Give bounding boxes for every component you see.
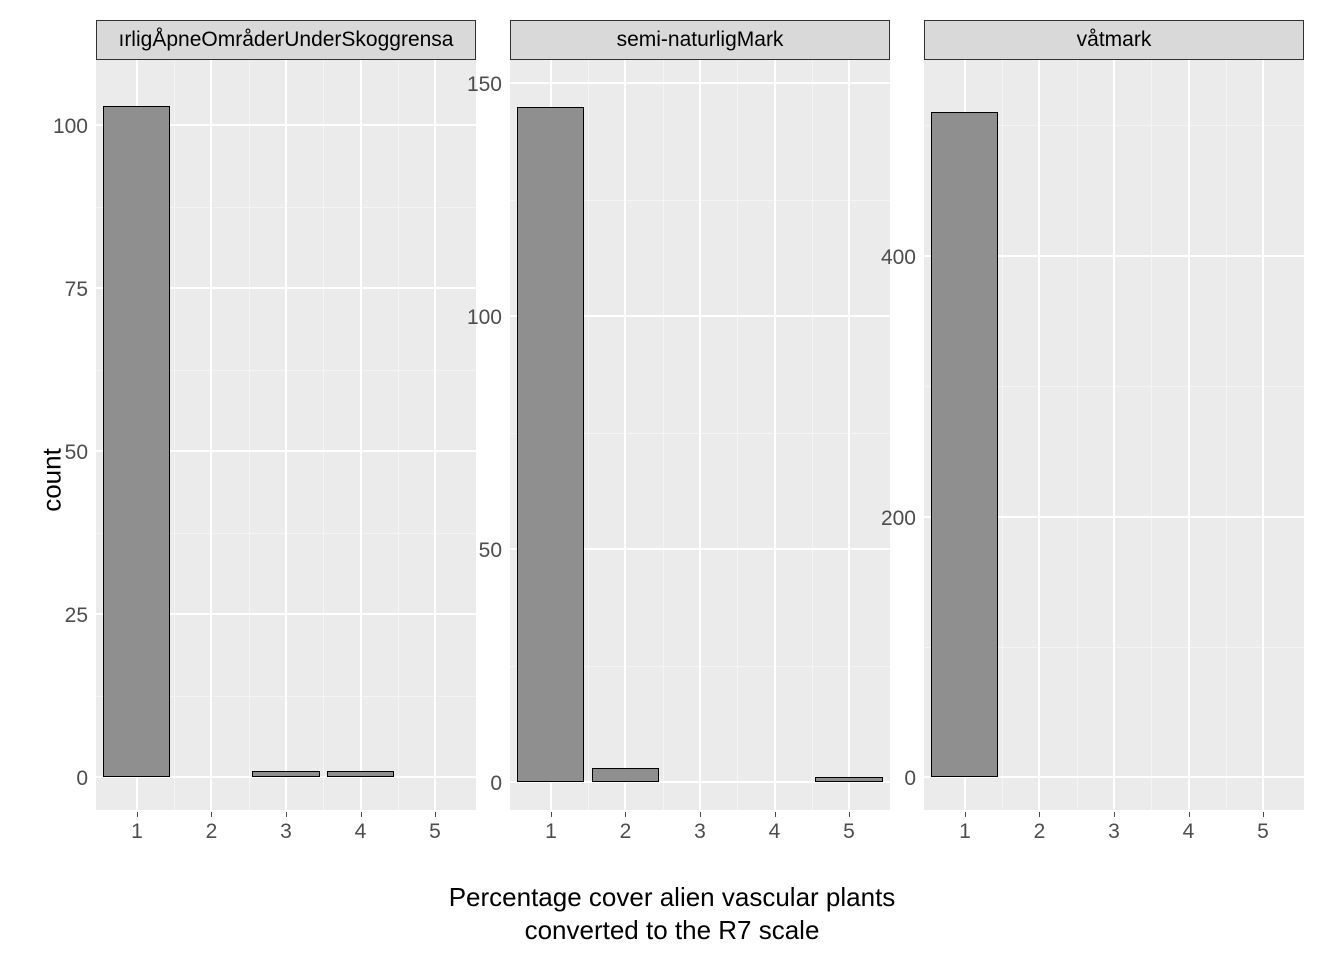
facet-panel: våtmark020040012345: [924, 20, 1304, 810]
plot-area: [924, 60, 1304, 810]
plot-area: [510, 60, 890, 810]
y-tick-label: 150: [467, 73, 510, 97]
y-tick-label: 25: [65, 604, 96, 628]
facet-label: ırligÅpneOmråderUnderSkoggrensa: [96, 20, 476, 60]
y-tick-label: 100: [467, 306, 510, 330]
panel-row: ırligÅpneOmråderUnderSkoggrensa025507510…: [96, 20, 1304, 810]
facet-panel: semi-naturligMark05010015012345: [510, 20, 890, 810]
facet-panel: ırligÅpneOmråderUnderSkoggrensa025507510…: [96, 20, 476, 810]
y-tick-label: 50: [479, 539, 510, 563]
y-axis-label: count: [36, 448, 67, 512]
y-tick-label: 400: [881, 246, 924, 270]
facet-label: våtmark: [924, 20, 1304, 60]
bar: [931, 112, 998, 777]
y-tick-label: 0: [904, 767, 924, 791]
facet-label: semi-naturligMark: [510, 20, 890, 60]
y-tick-label: 50: [65, 441, 96, 465]
plot-area: [96, 60, 476, 810]
y-tick-label: 0: [76, 767, 96, 791]
y-tick-label: 100: [53, 115, 96, 139]
y-tick-label: 0: [490, 772, 510, 796]
facet-bar-figure: count ırligÅpneOmråderUnderSkoggrensa025…: [0, 0, 1344, 960]
x-axis-label: Percentage cover alien vascular plants c…: [449, 881, 896, 946]
bar: [517, 107, 584, 782]
bar: [815, 777, 882, 782]
y-tick-label: 200: [881, 507, 924, 531]
bar: [592, 768, 659, 782]
bar: [327, 771, 394, 778]
y-tick-label: 75: [65, 278, 96, 302]
bar: [103, 106, 170, 778]
bar: [252, 771, 319, 778]
